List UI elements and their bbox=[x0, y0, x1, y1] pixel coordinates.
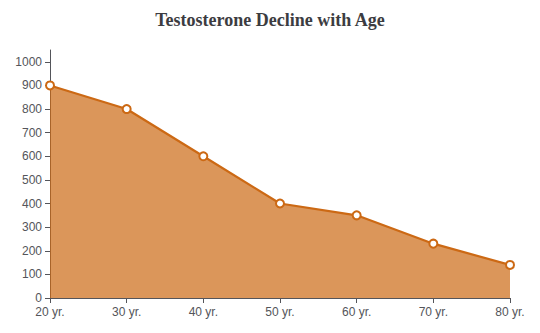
svg-text:400: 400 bbox=[22, 197, 42, 211]
svg-text:70 yr.: 70 yr. bbox=[419, 305, 448, 319]
svg-text:600: 600 bbox=[22, 149, 42, 163]
svg-text:0: 0 bbox=[35, 291, 42, 305]
svg-text:300: 300 bbox=[22, 220, 42, 234]
svg-text:20 yr.: 20 yr. bbox=[35, 305, 64, 319]
svg-text:30 yr.: 30 yr. bbox=[112, 305, 141, 319]
svg-text:80 yr.: 80 yr. bbox=[495, 305, 524, 319]
svg-text:100: 100 bbox=[22, 267, 42, 281]
svg-text:800: 800 bbox=[22, 102, 42, 116]
svg-text:60 yr.: 60 yr. bbox=[342, 305, 371, 319]
svg-text:1000: 1000 bbox=[15, 55, 42, 69]
svg-text:50 yr.: 50 yr. bbox=[265, 305, 294, 319]
svg-text:40 yr.: 40 yr. bbox=[189, 305, 218, 319]
svg-text:900: 900 bbox=[22, 78, 42, 92]
svg-text:200: 200 bbox=[22, 244, 42, 258]
svg-text:500: 500 bbox=[22, 173, 42, 187]
svg-text:700: 700 bbox=[22, 126, 42, 140]
svg-text:Testosterone Decline with Age: Testosterone Decline with Age bbox=[155, 10, 384, 30]
